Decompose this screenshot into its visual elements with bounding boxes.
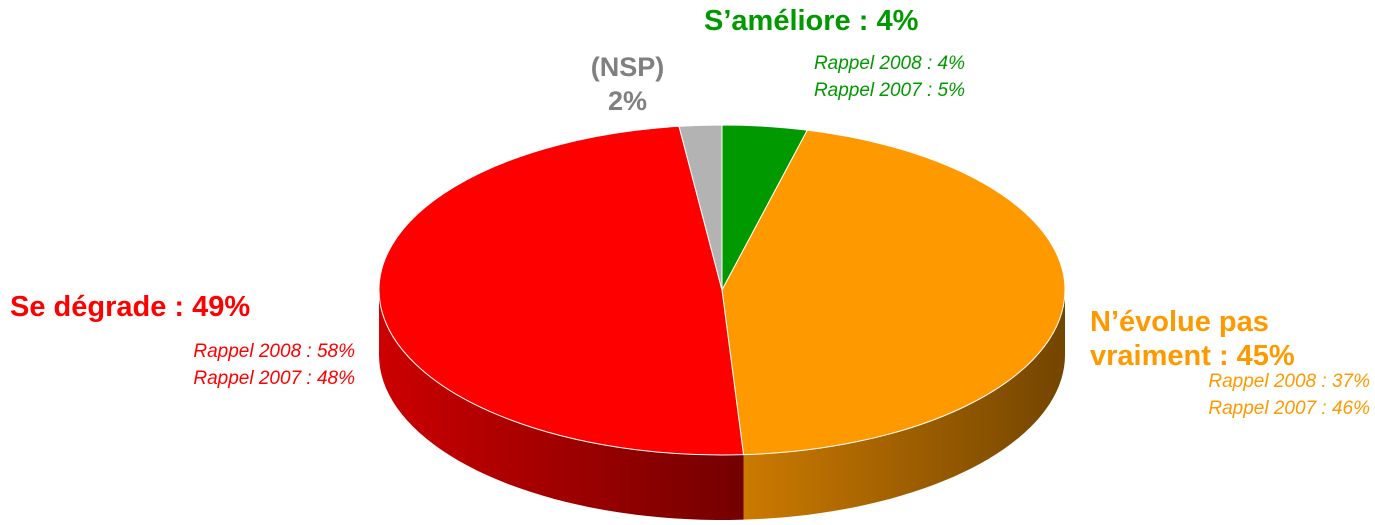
slice-label: N’évolue pas vraiment : 45%: [1090, 306, 1295, 372]
recall-note: Rappel 2008 : 37%: [1208, 371, 1370, 392]
slice-label: (NSP) 2%: [590, 52, 665, 116]
recall-note: Rappel 2007 : 46%: [1208, 398, 1370, 419]
recall-notes: Rappel 2008 : 4% Rappel 2007 : 5%: [814, 50, 965, 104]
slice-label: Se dégrade : 49%: [10, 291, 251, 323]
recall-note: Rappel 2008 : 58%: [193, 341, 355, 362]
pie-slice: [721, 129, 1066, 456]
recall-notes: Rappel 2008 : 58% Rappel 2007 : 48%: [193, 338, 355, 392]
pie-slice: [378, 125, 745, 456]
recall-note: Rappel 2008 : 4%: [813, 53, 965, 74]
recall-note: Rappel 2007 : 5%: [813, 80, 965, 101]
recall-notes: Rappel 2008 : 37% Rappel 2007 : 46%: [1208, 368, 1370, 422]
slice-label: S’améliore : 4%: [704, 5, 919, 37]
pie-side: [379, 290, 744, 520]
pie-slice: [678, 124, 723, 291]
recall-note: Rappel 2007 : 48%: [193, 368, 355, 389]
pie-side: [743, 290, 1065, 520]
